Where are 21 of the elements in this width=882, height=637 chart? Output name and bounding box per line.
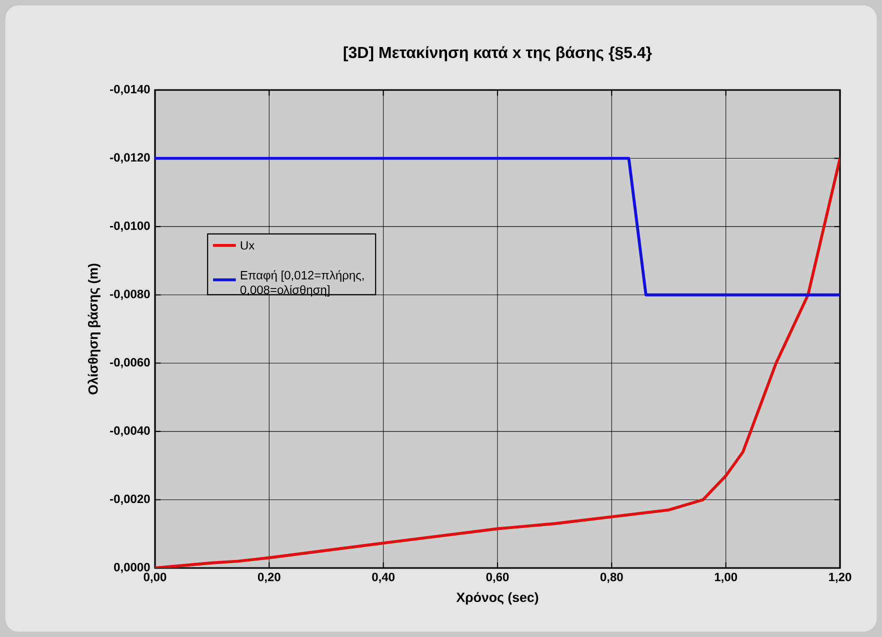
x-tick-label: 0,20 <box>258 572 280 583</box>
x-tick-label: 1,20 <box>829 572 852 583</box>
x-tick-label: 0,80 <box>600 572 623 583</box>
y-tick-label: 0,0000 <box>114 562 150 574</box>
x-tick-label: 0,00 <box>144 572 166 583</box>
y-tick-label: -0,0140 <box>110 84 150 96</box>
y-tick-label: -0,0080 <box>110 290 150 300</box>
x-axis-title: Χρόνος (sec) <box>456 592 538 605</box>
legend-label: Επαφή [0,012=πλήρης, 0,008=ολίσθηση] <box>240 270 364 296</box>
line-series <box>155 156 840 568</box>
y-tick-label: -0,0040 <box>110 426 150 437</box>
x-tick-label: 0,40 <box>372 572 395 583</box>
y-tick-label: -0,0060 <box>110 358 150 368</box>
y-tick-label: -0,0120 <box>110 153 150 164</box>
y-tick-label: -0,0100 <box>110 221 150 232</box>
legend-label: Ux <box>240 241 254 250</box>
chart-title: [3D] Μετακίνηση κατά x της βάσης {§5.4} <box>344 46 652 62</box>
x-tick-label: 0,60 <box>486 572 509 583</box>
y-tick-label: -0,0020 <box>110 494 150 505</box>
y-axis-title: Ολίσθηση βάσης (m) <box>88 264 100 394</box>
x-tick-label: 1,00 <box>714 572 738 583</box>
